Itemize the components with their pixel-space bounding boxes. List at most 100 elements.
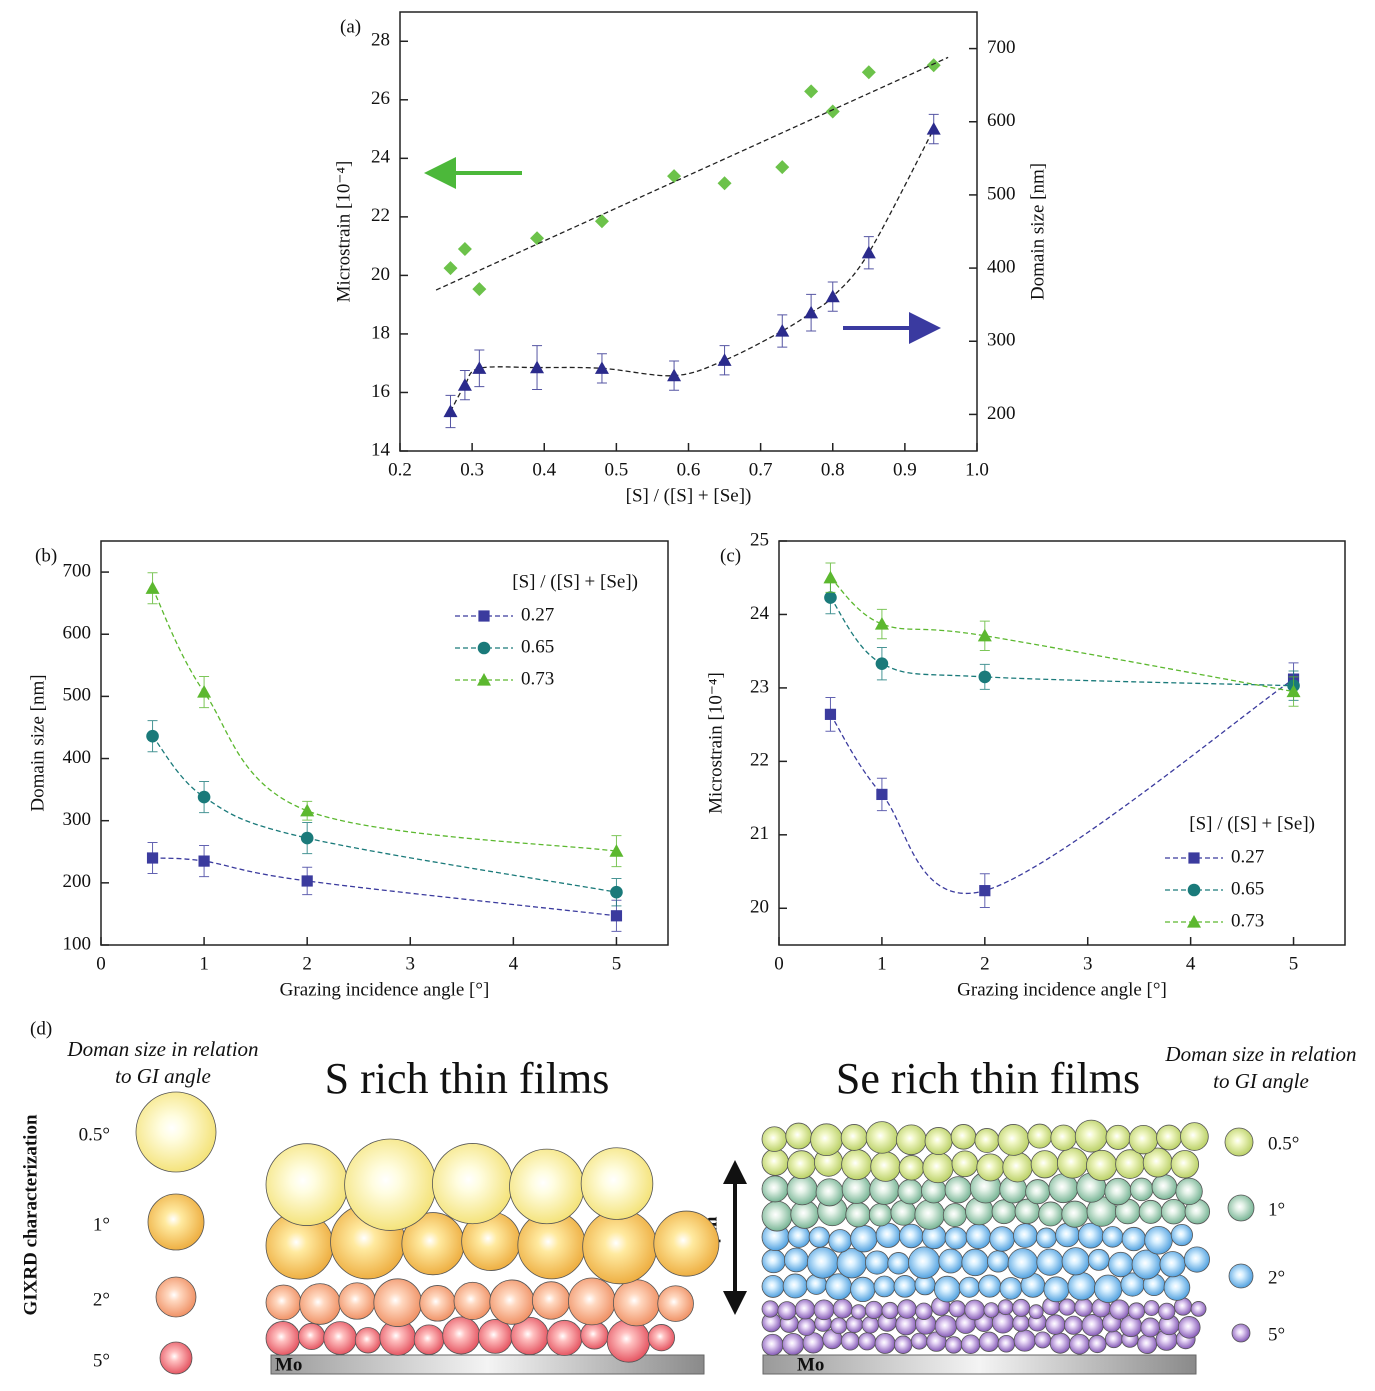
point [876, 788, 888, 801]
y-tick-label: 28 [371, 30, 390, 51]
point [717, 353, 732, 366]
series-line [435, 56, 949, 291]
y-axis-label: Domain size [nm] [27, 674, 48, 811]
legend-label: 0.73 [1231, 910, 1264, 931]
grain [1088, 1334, 1107, 1354]
y2-axis-label: Domain size [nm] [1027, 163, 1048, 300]
x-tick-label: 0.4 [532, 459, 556, 480]
point [926, 122, 941, 135]
grain [873, 1275, 896, 1298]
grain [1129, 1177, 1154, 1202]
grain [489, 1279, 535, 1325]
grain [613, 1279, 660, 1327]
grain [983, 1302, 1000, 1318]
grain [1077, 1222, 1104, 1249]
grain [1101, 1226, 1124, 1248]
grain [265, 1143, 349, 1226]
grain [1177, 1316, 1201, 1339]
point [610, 885, 623, 899]
point [457, 378, 472, 391]
grain [1156, 1124, 1182, 1151]
grain [922, 1151, 954, 1184]
point [775, 324, 790, 337]
legend-label: 0.65 [521, 636, 554, 657]
legend-marker [1187, 915, 1201, 928]
legend-title: [S] / ([S] + [Se]) [512, 571, 638, 592]
grain [1061, 1247, 1090, 1276]
point [472, 361, 487, 374]
grain [761, 1300, 779, 1318]
x-axis-label: [S] / ([S] + [Se]) [626, 485, 752, 506]
point [1286, 684, 1301, 698]
grain [897, 1299, 917, 1319]
point [594, 214, 609, 229]
y-tick-label: 700 [63, 560, 92, 581]
grain [850, 1276, 876, 1303]
legend-marker [477, 673, 491, 686]
grain [354, 1327, 382, 1354]
grain [1063, 1315, 1084, 1335]
y-tick-label: 400 [63, 747, 92, 768]
grain [960, 1334, 981, 1355]
x-axis-label: Grazing incidence angle [°] [957, 979, 1167, 1000]
grain [1127, 1302, 1146, 1320]
point [610, 910, 623, 922]
grain [785, 1122, 813, 1150]
grain [897, 1179, 923, 1205]
grain [1069, 1333, 1090, 1355]
y2-tick-label: 300 [987, 330, 1016, 351]
point [530, 360, 545, 374]
grain [944, 1336, 963, 1354]
grain [1013, 1329, 1036, 1352]
x-tick-label: 3 [406, 953, 416, 974]
plot-frame [399, 11, 978, 452]
grain [999, 1277, 1023, 1300]
grain [338, 1282, 376, 1320]
x-tick-label: 4 [509, 953, 519, 974]
grain [987, 1250, 1010, 1273]
grain [1025, 1179, 1051, 1205]
x-tick-label: 1 [877, 953, 887, 974]
x-tick-label: 1 [199, 953, 209, 974]
point [443, 261, 458, 276]
grain [810, 1123, 843, 1157]
point [926, 58, 941, 73]
panel-label: (c) [720, 545, 741, 566]
substrate [762, 1354, 1197, 1375]
grain [344, 1138, 437, 1231]
grain [908, 1246, 941, 1279]
panel-label: (b) [35, 545, 57, 566]
legend-marker [1187, 883, 1201, 897]
x-tick-label: 0 [96, 953, 106, 974]
point [667, 169, 682, 184]
grain [813, 1299, 835, 1321]
substrate-label: Mo [275, 1354, 302, 1375]
plot-frame [778, 540, 1346, 946]
grain [323, 1321, 357, 1355]
legend-marker [477, 641, 491, 655]
grain [761, 1200, 793, 1232]
grain [653, 1210, 720, 1277]
grain [787, 1150, 816, 1180]
y-tick-label: 24 [750, 603, 770, 624]
grain [1128, 1125, 1159, 1155]
grain [1104, 1330, 1123, 1349]
grain [978, 1274, 1002, 1298]
grain [1115, 1149, 1145, 1179]
grain [1012, 1298, 1031, 1317]
grain [1045, 1314, 1066, 1335]
y-tick-label: 25 [750, 529, 769, 550]
grain [836, 1248, 867, 1279]
grain [1049, 1332, 1071, 1354]
y-tick-label: 20 [750, 897, 769, 918]
legend-title: [S] / ([S] + [Se]) [1189, 813, 1315, 834]
x-tick-label: 0.3 [460, 459, 484, 480]
grain [159, 1341, 193, 1375]
grain [135, 1091, 217, 1173]
legend-label: 2° [1268, 1267, 1285, 1288]
grain [794, 1299, 816, 1320]
point [145, 581, 160, 594]
x-tick-label: 0.6 [677, 459, 701, 480]
grain [828, 1229, 852, 1253]
grain [989, 1226, 1015, 1252]
